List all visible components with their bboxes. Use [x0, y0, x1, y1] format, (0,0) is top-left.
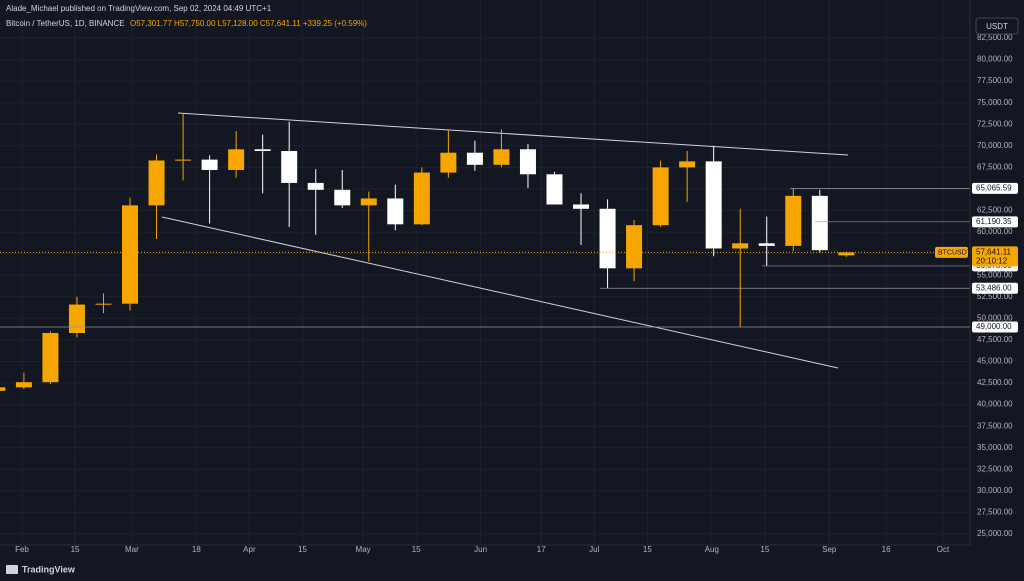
y-tick-label: 37,500.00	[977, 421, 1013, 430]
x-tick-label: 17	[537, 545, 546, 554]
candle-body	[732, 243, 749, 249]
candle-body	[705, 161, 722, 249]
candle-body	[334, 189, 351, 206]
price-tag-label: 49,000.00	[976, 322, 1012, 331]
y-tick-label: 25,000.00	[977, 529, 1013, 538]
x-tick-label: Mar	[125, 545, 139, 554]
x-tick-label: Apr	[243, 545, 256, 554]
currency-button[interactable]	[975, 17, 1019, 35]
candle-body	[679, 161, 696, 168]
x-tick-label: Oct	[937, 545, 950, 554]
price-axis	[970, 0, 1024, 545]
brand-logo	[6, 565, 18, 574]
currency[interactable]: USDT	[986, 22, 1008, 31]
x-tick-label: 15	[412, 545, 421, 554]
candle-body	[652, 167, 669, 226]
x-tick-label: Jul	[589, 545, 599, 554]
y-tick-label: 30,000.00	[977, 486, 1013, 495]
candle-body	[15, 382, 32, 388]
symbol: Bitcoin / TetherUS, 1D, BINANCE	[6, 19, 125, 28]
candle-body	[466, 152, 483, 165]
y-tick-label: 55,000.00	[977, 270, 1013, 279]
upper-trendline	[177, 112, 849, 156]
y-tick-label: 80,000.00	[977, 55, 1013, 64]
candle-body	[493, 149, 510, 165]
y-tick-label: 27,500.00	[977, 508, 1013, 517]
candle-body	[387, 198, 404, 225]
y-tick-label: 62,500.00	[977, 206, 1013, 215]
y-tick-label: 60,000.00	[977, 227, 1013, 236]
x-tick-label: 18	[192, 545, 201, 554]
x-tick-label: May	[356, 545, 371, 554]
price-tag	[972, 182, 1018, 194]
y-tick-label: 52,500.00	[977, 292, 1013, 301]
candle-body	[148, 160, 165, 206]
candle-body	[785, 195, 802, 246]
y-tick-label: 77,500.00	[977, 76, 1013, 85]
y-tick-label: 70,000.00	[977, 141, 1013, 150]
y-tick-label: 42,500.00	[977, 378, 1013, 387]
candle-body	[228, 149, 245, 170]
candle-body	[573, 204, 590, 209]
candle-body	[440, 152, 457, 173]
y-tick-label: 67,500.00	[977, 163, 1013, 172]
candle-body	[599, 208, 616, 269]
last-price-tag	[972, 246, 1018, 267]
x-tick-label: 15	[760, 545, 769, 554]
candle-body	[122, 205, 139, 304]
candle-body	[546, 174, 563, 205]
y-tick-label: 50,000.00	[977, 313, 1013, 322]
y-tick-label: 75,000.00	[977, 98, 1013, 107]
candle-body	[68, 304, 85, 334]
y-tick-label: 35,000.00	[977, 443, 1013, 452]
y-tick-label: 72,500.00	[977, 119, 1013, 128]
candle-body	[201, 159, 218, 170]
x-tick-label: Sep	[822, 545, 837, 554]
candle-body	[95, 303, 112, 305]
candle-body	[0, 387, 6, 391]
countdown: 20:10:12	[976, 257, 1008, 266]
x-tick-label: 16	[882, 545, 891, 554]
price-tag-label: 53,486.00	[976, 283, 1012, 292]
candle-body	[838, 252, 855, 256]
y-tick-label: 45,000.00	[977, 357, 1013, 366]
candle-body	[413, 172, 430, 225]
x-tick-label: Feb	[15, 545, 29, 554]
y-tick-label: 82,500.00	[977, 33, 1013, 42]
x-tick-label: 15	[71, 545, 80, 554]
y-tick-label: 47,500.00	[977, 335, 1013, 344]
price-tag	[972, 282, 1018, 294]
candle-body	[626, 225, 643, 269]
candle-body	[811, 195, 828, 251]
candle-body	[360, 198, 377, 206]
candle-body	[519, 149, 536, 175]
x-tick-label: Jun	[474, 545, 487, 554]
symbol-tag	[935, 246, 968, 258]
brand: TradingView	[22, 564, 76, 574]
price-tag-label: 61,190.35	[976, 217, 1012, 226]
x-tick-label: Aug	[705, 545, 719, 554]
publisher: Alade_Michael published on TradingView.c…	[6, 4, 272, 13]
candle-body	[42, 333, 59, 383]
candle-body	[281, 151, 298, 183]
last-price-label: 57,641.11	[976, 248, 1012, 257]
price-tag-label: 65,065.59	[976, 184, 1012, 193]
y-tick-label: 32,500.00	[977, 464, 1013, 473]
candle-body	[307, 182, 324, 190]
ohlc: O57,301.77 H57,750.00 L57,128.00 C57,641…	[130, 19, 367, 28]
price-tag	[972, 216, 1018, 228]
x-tick-label: 15	[298, 545, 307, 554]
x-tick-label: 15	[643, 545, 652, 554]
candle-body	[254, 149, 271, 152]
candle-body	[758, 243, 775, 246]
symbol-tag-label: BTCUSDT	[938, 249, 972, 256]
y-tick-label: 40,000.00	[977, 400, 1013, 409]
candle-body	[175, 159, 192, 161]
price-tag	[972, 321, 1018, 333]
lower-trendline	[161, 216, 839, 369]
